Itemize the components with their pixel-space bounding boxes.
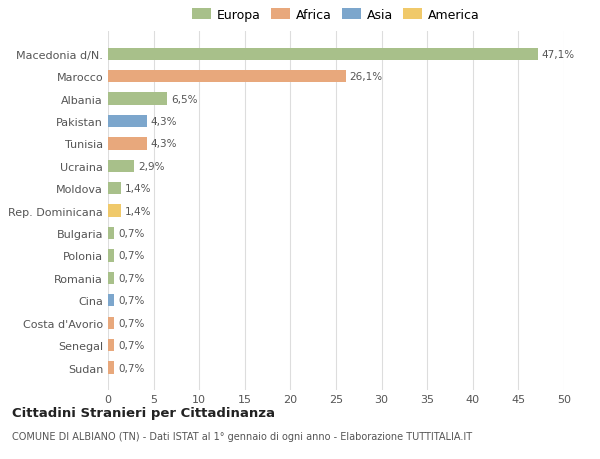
Text: 2,9%: 2,9% [138,162,164,171]
Bar [108,295,115,307]
Text: 4,3%: 4,3% [151,117,178,127]
Text: 0,7%: 0,7% [118,229,145,239]
Text: 0,7%: 0,7% [118,363,145,373]
Bar [108,272,115,285]
Text: 1,4%: 1,4% [124,184,151,194]
Bar [108,48,538,61]
Bar [108,339,115,352]
Text: 0,7%: 0,7% [118,251,145,261]
Text: COMUNE DI ALBIANO (TN) - Dati ISTAT al 1° gennaio di ogni anno - Elaborazione TU: COMUNE DI ALBIANO (TN) - Dati ISTAT al 1… [12,431,472,442]
Text: 47,1%: 47,1% [541,50,574,60]
Bar [108,116,147,128]
Bar [108,205,121,217]
Bar [108,138,147,150]
Text: 0,7%: 0,7% [118,296,145,306]
Bar [108,250,115,262]
Bar [108,183,121,195]
Text: 0,7%: 0,7% [118,273,145,283]
Bar [108,71,346,83]
Text: 6,5%: 6,5% [171,94,197,104]
Text: 26,1%: 26,1% [350,72,383,82]
Bar [108,362,115,374]
Text: Cittadini Stranieri per Cittadinanza: Cittadini Stranieri per Cittadinanza [12,406,275,419]
Text: 4,3%: 4,3% [151,139,178,149]
Text: 0,7%: 0,7% [118,318,145,328]
Bar [108,317,115,329]
Text: 0,7%: 0,7% [118,341,145,350]
Bar [108,160,134,173]
Legend: Europa, Africa, Asia, America: Europa, Africa, Asia, America [190,6,482,24]
Bar [108,227,115,240]
Bar [108,93,167,106]
Text: 1,4%: 1,4% [124,206,151,216]
